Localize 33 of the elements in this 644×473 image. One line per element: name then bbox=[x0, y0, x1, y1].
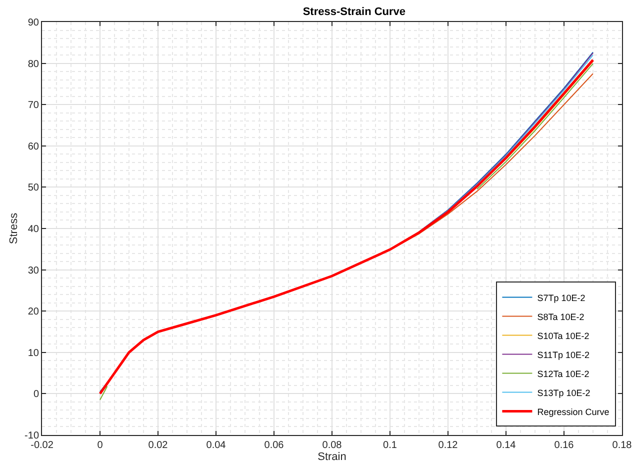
x-tick-label: 0.1 bbox=[383, 440, 398, 451]
x-tick-label: -0.02 bbox=[30, 440, 54, 451]
x-tick-label: 0.08 bbox=[322, 440, 342, 451]
legend-label: Regression Curve bbox=[537, 406, 610, 417]
y-tick-label: 80 bbox=[28, 58, 40, 70]
y-tick-label: 90 bbox=[28, 18, 40, 28]
y-tick-label: -10 bbox=[24, 430, 40, 442]
y-tick-label: 40 bbox=[28, 224, 40, 235]
x-axis-title: Strain bbox=[318, 451, 346, 464]
legend-label: S10Ta 10E-2 bbox=[537, 330, 590, 341]
legend-label: S13Tp 10E-2 bbox=[537, 388, 590, 398]
x-tick-label: 0.06 bbox=[264, 440, 284, 451]
y-tick-label: 10 bbox=[28, 348, 40, 359]
x-tick-label: 0.14 bbox=[496, 440, 516, 451]
y-axis-title: Stress bbox=[8, 212, 20, 244]
y-tick-label: 50 bbox=[28, 182, 40, 194]
y-tick-label: 20 bbox=[28, 306, 40, 318]
x-tick-label: 0.12 bbox=[438, 440, 458, 451]
legend-label: S12Ta 10E-2 bbox=[537, 368, 590, 379]
chart-title: Stress-Strain Curve bbox=[302, 6, 406, 18]
y-tick-label: 30 bbox=[28, 265, 40, 276]
x-tick-label: 0.04 bbox=[206, 440, 226, 451]
x-tick-label: 0 bbox=[97, 440, 104, 451]
x-tick-label: 0.18 bbox=[612, 440, 632, 451]
legend-label: S7Tp 10E-2 bbox=[537, 292, 586, 303]
y-tick-label: 0 bbox=[33, 389, 40, 400]
x-tick-label: 0.02 bbox=[148, 440, 168, 451]
legend-label: S8Ta 10E-2 bbox=[537, 312, 584, 322]
x-tick-label: 0.16 bbox=[554, 440, 574, 451]
y-tick-label: 60 bbox=[28, 141, 40, 152]
line-series bbox=[506, 60, 594, 160]
legend-label: S11Tp 10E-2 bbox=[537, 350, 590, 360]
y-tick-label: 70 bbox=[28, 100, 40, 112]
